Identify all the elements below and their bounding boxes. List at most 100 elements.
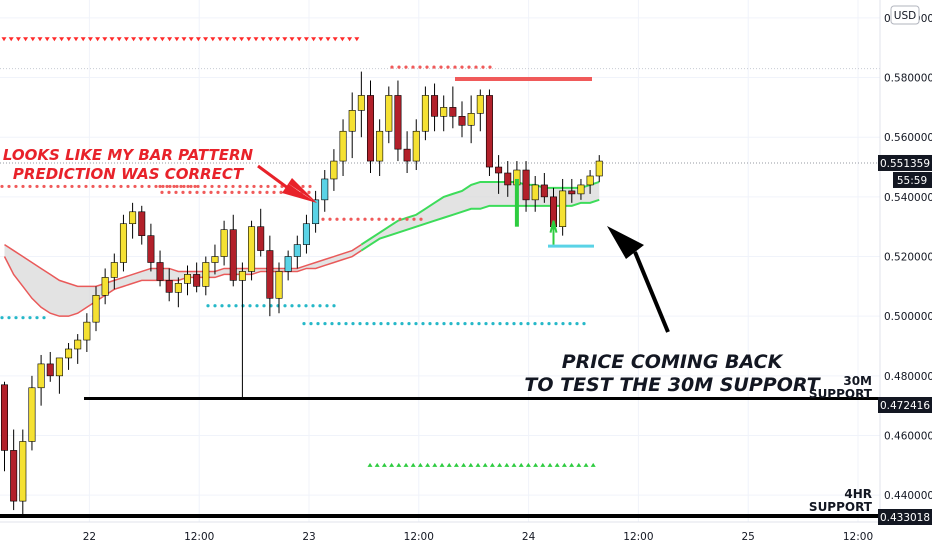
level-dot	[337, 322, 341, 326]
red-triangle	[167, 37, 173, 42]
level-dot	[467, 65, 471, 69]
candle	[129, 202, 137, 239]
label-30m-support-line1: 30M	[843, 374, 872, 388]
level-dot	[398, 217, 402, 221]
candle-body	[485, 95, 493, 168]
level-dot	[231, 184, 235, 189]
level-dot	[425, 65, 429, 69]
annotation-price-coming-back-line2: TO TEST THE 30M SUPPORT	[524, 374, 821, 396]
label-30m-support: 30M SUPPORT	[809, 374, 873, 401]
level-dot	[259, 184, 263, 189]
green-triangle	[381, 462, 387, 467]
level-dot	[488, 65, 492, 69]
red-triangle	[267, 37, 273, 42]
candle	[110, 253, 118, 290]
support-price-tags: 0.472416 0.433018	[878, 397, 932, 525]
candle	[37, 354, 45, 406]
level-dot	[21, 316, 25, 320]
candle-body	[83, 321, 91, 341]
level-dot	[547, 322, 551, 326]
candle	[266, 235, 274, 317]
level-dot	[63, 184, 67, 189]
candle-body	[458, 116, 466, 126]
level-dot	[209, 190, 213, 194]
candle-body	[46, 363, 54, 377]
level-dot	[304, 304, 308, 308]
candle-body	[92, 295, 100, 323]
candle	[495, 155, 503, 194]
level-dot	[453, 65, 457, 69]
level-dot	[14, 184, 18, 189]
candle-body	[275, 271, 283, 299]
level-dot	[174, 190, 178, 194]
level-dot	[217, 184, 221, 189]
level-dot	[182, 184, 186, 189]
green-triangle	[468, 462, 474, 467]
price-tick-label: 0.580000	[884, 73, 932, 85]
red-triangle	[318, 37, 324, 42]
level-dot	[216, 190, 220, 194]
candle	[0, 381, 9, 472]
red-triangle	[44, 37, 50, 42]
level-dot	[481, 65, 485, 69]
red-triangle	[253, 37, 259, 42]
annotation-price-coming-back: PRICE COMING BACK TO TEST THE 30M SUPPOR…	[524, 351, 821, 396]
level-dot	[206, 304, 210, 308]
green-triangle	[576, 462, 582, 467]
candle-body	[302, 223, 310, 245]
candle-body	[202, 262, 210, 287]
level-dot	[84, 184, 88, 189]
level-dot	[449, 322, 453, 326]
label-4hr-support-line2: SUPPORT	[809, 500, 873, 514]
level-dot	[234, 304, 238, 308]
level-dot	[474, 65, 478, 69]
candle	[156, 250, 164, 287]
red-triangle	[224, 37, 230, 42]
candle-body	[385, 95, 393, 132]
candle-body	[229, 229, 237, 281]
level-dot	[237, 190, 241, 194]
level-dot	[42, 316, 46, 320]
candle-body	[165, 280, 173, 293]
level-dot	[290, 304, 294, 308]
candle	[275, 262, 283, 314]
level-dot	[372, 322, 376, 326]
candle-body	[559, 190, 567, 227]
red-triangle	[131, 37, 137, 42]
level-dot	[411, 65, 415, 69]
support-dots-left	[0, 316, 46, 320]
candle	[211, 244, 219, 275]
label-4hr-support-line1: 4HR	[844, 487, 872, 501]
candle	[531, 175, 539, 212]
level-dot	[188, 190, 192, 194]
level-dot	[172, 184, 176, 189]
level-dot	[252, 184, 256, 189]
level-dot	[533, 322, 537, 326]
red-triangle	[354, 37, 360, 42]
green-triangle	[367, 462, 373, 467]
candle	[348, 92, 356, 159]
level-dot	[49, 184, 53, 189]
candle-body	[193, 274, 201, 287]
red-triangle	[95, 37, 101, 42]
currency-label[interactable]: USD	[890, 5, 920, 25]
level-dot	[405, 217, 409, 221]
level-dot	[147, 184, 151, 189]
green-triangle	[475, 462, 481, 467]
level-dot	[390, 65, 394, 69]
level-dot	[21, 184, 25, 189]
candle	[248, 220, 256, 281]
price-axis[interactable]: 0.6000000.5800000.5600000.5400000.520000…	[879, 0, 932, 522]
red-triangle	[8, 37, 14, 42]
candle-body	[101, 277, 109, 296]
candle-body	[138, 211, 146, 236]
candle	[147, 223, 155, 272]
candle-body	[119, 223, 127, 263]
level-dot	[227, 304, 231, 308]
level-dot	[273, 184, 277, 189]
red-triangle	[109, 37, 115, 42]
level-dot	[266, 184, 270, 189]
candle-body	[467, 113, 475, 126]
